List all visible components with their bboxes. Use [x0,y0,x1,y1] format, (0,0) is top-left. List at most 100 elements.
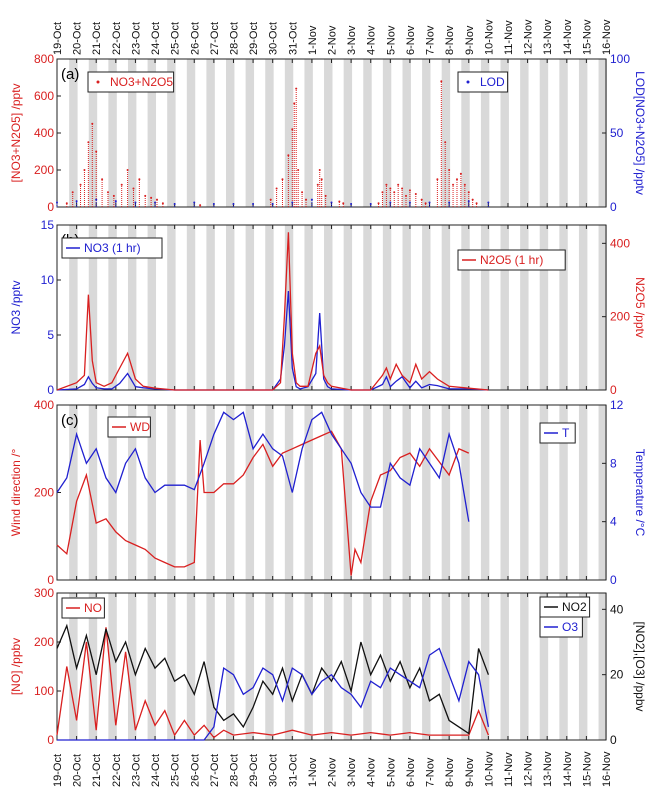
y-axis-title-right: [NO2],[O3] /ppbv [633,621,647,711]
data-point [448,201,451,204]
legend-label: O3 [562,620,578,634]
y-tick-label-left: 800 [34,52,54,66]
night-band [284,593,294,740]
y-tick-label-right: 0 [610,573,617,587]
night-band [520,225,529,390]
night-band [88,59,98,207]
night-band [598,225,607,390]
night-band [520,59,529,207]
data-point [455,178,458,181]
data-point [420,198,423,201]
bottom-date-label: 11-Nov [503,752,515,787]
bottom-date-label: 15-Nov [581,751,593,787]
top-date-label: 19-Oct [52,22,64,55]
data-point [397,183,400,186]
legend-item: N2O5 (1 hr) [457,249,566,271]
night-band [88,593,98,740]
data-point [350,203,353,206]
legend-item: WD [107,416,151,438]
y-tick-label-left: 100 [34,684,54,698]
night-band [167,59,176,207]
night-band [422,59,431,207]
data-point [448,169,451,171]
night-band [88,405,98,580]
data-point [389,201,392,204]
top-date-label: 13-Nov [542,19,554,55]
legend-label: NO3 (1 hr) [84,241,141,255]
data-point [297,169,300,171]
top-date-label: 1-Nov [307,25,319,55]
bottom-date-label: 6-Nov [405,757,417,787]
legend-box [61,597,105,619]
night-band [559,593,568,740]
data-point [377,202,380,205]
legend-label: T [562,426,570,440]
night-band [226,59,235,207]
legend-label: NO3+N2O5 [110,75,173,89]
y-axis-title-left: [NO3+N2O5] /pptv [9,83,23,182]
top-date-label: 10-Nov [483,19,495,55]
series-line [56,232,489,391]
night-band [343,593,353,740]
night-band [324,593,333,740]
data-point [212,203,215,206]
series-NO3+N2O5 [65,80,478,207]
night-band [559,59,568,207]
bottom-date-label: 31-Oct [287,754,299,787]
bottom-date-label: 13-Nov [542,751,554,787]
night-band [402,405,411,580]
data-point [291,201,294,204]
y-tick-label-right: 50 [610,126,624,140]
panel-3: 0 100 200 300 0 20 40 [NO] /ppbv [NO2],[O3] /ppb… [9,586,647,747]
y-tick-label-right: 20 [610,668,624,682]
y-tick-label-right: 200 [610,310,630,324]
data-point [369,203,372,206]
top-date-label: 16-Nov [601,19,613,55]
night-band [69,225,78,390]
night-band [324,225,333,390]
data-point [83,169,86,171]
data-point [132,187,135,190]
night-band [578,593,588,740]
y-tick-label-left: 400 [34,398,54,412]
series-line [56,430,470,576]
data-point [408,189,411,192]
night-band [186,405,196,580]
night-band [206,225,215,390]
y-tick-label-right: 0 [610,200,617,214]
data-point [144,194,147,197]
data-point [459,172,462,175]
top-date-label: 7-Nov [425,25,437,55]
top-date-label: 5-Nov [385,25,397,55]
legend-box [107,416,151,438]
y-tick-label-right: 8 [610,456,617,470]
night-band [304,59,313,207]
data-point [275,187,278,190]
night-band [480,225,490,390]
data-point [310,198,313,201]
legend-item: T [539,422,576,444]
top-date-label: 14-Nov [562,19,574,55]
data-point [293,102,296,105]
top-date-label: 31-Oct [287,22,299,55]
night-band [578,59,588,207]
bottom-date-axis: 19-Oct 20-Oct 21-Oct 22-Oct 23-Oct 24-Oct 25-O… [52,751,613,787]
bottom-date-label: 26-Oct [189,754,201,787]
panel-2: 0 200 400 0 4 8 12 Wind direction /° Temperature… [9,398,647,587]
y-tick-label-right: 100 [610,52,630,66]
night-band [539,593,549,740]
top-date-label: 15-Nov [581,19,593,55]
bottom-date-label: 14-Nov [562,751,574,787]
night-band [382,59,392,207]
night-band [480,59,490,207]
data-point [330,201,333,204]
data-point [112,194,115,197]
night-band [284,405,294,580]
bottom-date-label: 4-Nov [366,757,378,787]
panel-label: (c) [61,412,79,429]
bottom-date-label: 27-Oct [209,754,221,787]
night-band [559,225,568,390]
night-band [108,225,117,390]
